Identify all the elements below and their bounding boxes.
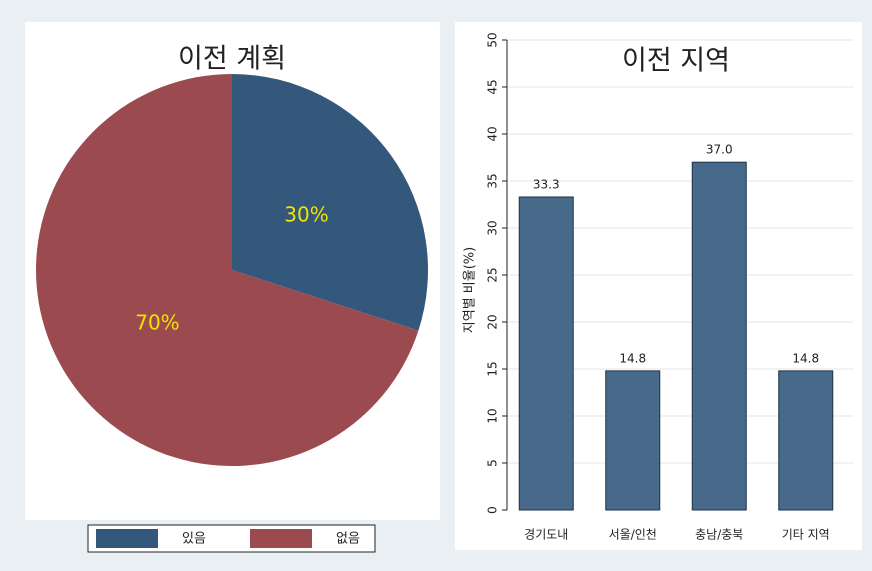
legend-label: 있음 [182, 532, 206, 547]
x-tick-label: 경기도내 [524, 528, 568, 542]
y-tick-label: 40 [486, 126, 500, 141]
x-tick-label: 기타 지역 [782, 528, 830, 542]
bar [605, 370, 661, 511]
x-tick-label: 충남/충북 [695, 528, 743, 542]
bar-value-label: 14.8 [792, 351, 819, 365]
bar-title: 이전 지역 [622, 46, 730, 77]
y-tick-label: 45 [486, 79, 500, 94]
slice-label: 30% [284, 202, 328, 226]
bar [778, 370, 834, 511]
y-tick-label: 0 [486, 506, 500, 514]
y-tick-label: 30 [486, 220, 500, 235]
bar [691, 161, 747, 511]
y-axis-label: 지역별 비율(%) [463, 247, 478, 333]
y-tick-label: 50 [486, 32, 500, 47]
y-tick-label: 10 [486, 408, 500, 423]
bar [518, 196, 574, 511]
y-tick-label: 5 [486, 459, 500, 467]
legend-label: 없음 [336, 532, 360, 547]
pie-slice [232, 74, 428, 331]
pie-slice [35, 74, 419, 466]
bar-value-label: 14.8 [619, 351, 646, 365]
y-tick-label: 35 [486, 173, 500, 188]
slice-label: 70% [135, 311, 179, 335]
legend-swatch [96, 529, 158, 548]
pie-title: 이전 계획 [178, 44, 286, 75]
x-tick-label: 서울/인천 [609, 527, 657, 542]
y-tick-label: 15 [486, 361, 500, 376]
y-tick-label: 25 [486, 267, 500, 282]
y-tick-label: 20 [486, 314, 500, 329]
legend-swatch [250, 529, 312, 548]
bar-value-label: 33.3 [533, 177, 560, 191]
bar-value-label: 37.0 [706, 143, 733, 157]
